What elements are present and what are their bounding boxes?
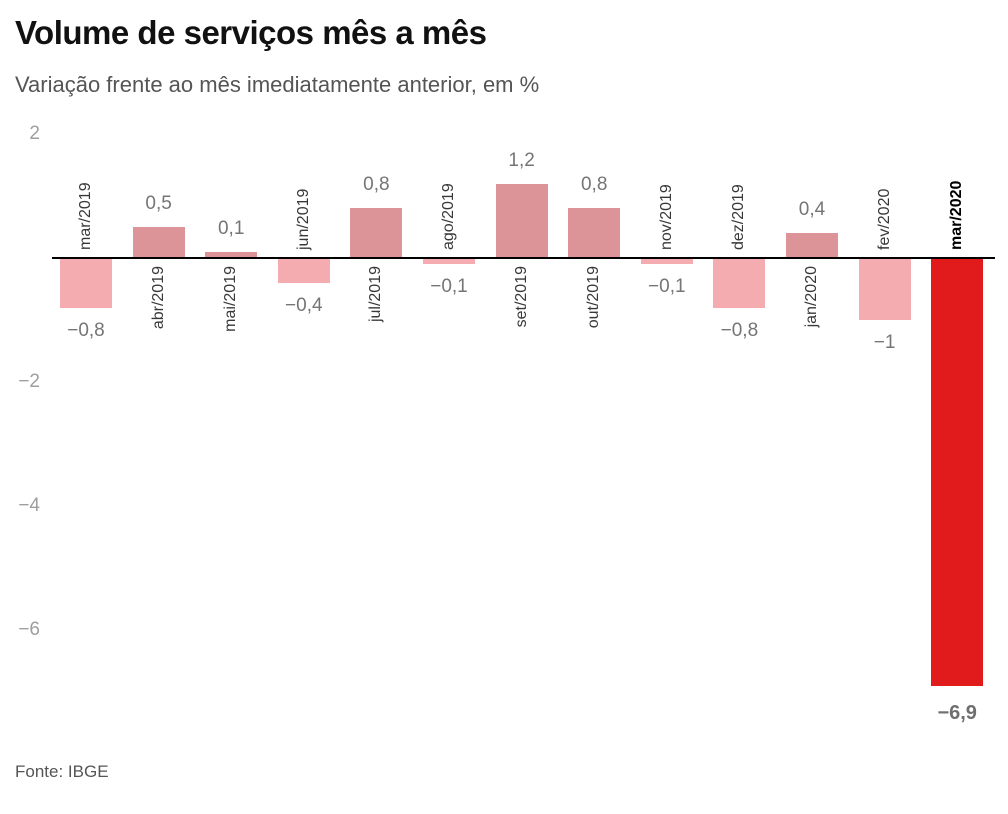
bar-value-label: 1,2 [508, 149, 535, 171]
bar-month-label: set/2019 [512, 266, 530, 328]
bar-month-label: mai/2019 [222, 266, 240, 332]
bar-value-label: 0,1 [217, 217, 245, 239]
page-subtitle: Variação frente ao mês imediatamente ant… [15, 72, 540, 97]
bar-month-label: mar/2019 [77, 182, 94, 250]
bar-jan-2020 [786, 233, 838, 258]
bar-jul-2019 [350, 208, 403, 258]
y-axis-tick-label: −4 [18, 495, 40, 516]
bar-month-label: jul/2019 [367, 266, 385, 323]
bar-dez-2019 [713, 258, 766, 308]
y-axis-tick-label: −2 [18, 371, 40, 392]
bar-month-label: dez/2019 [730, 184, 748, 250]
bar-mai-2019 [205, 251, 258, 258]
bar-set-2019 [495, 183, 548, 258]
bar-month-label: ago/2019 [440, 183, 457, 250]
bar-value-label: −1 [873, 332, 896, 353]
bar-ago-2019 [423, 258, 475, 265]
bar-month-label: jan/2020 [803, 266, 820, 328]
bar-value-label: −0,1 [430, 276, 468, 298]
bar-value-label: −0,8 [67, 319, 105, 341]
bar-value-label: −0,4 [285, 294, 323, 316]
bar-value-label: −0,1 [648, 276, 686, 298]
bar-nov-2019 [640, 258, 693, 265]
bar-jun-2019 [277, 258, 330, 283]
bar-value-label: 0,8 [363, 174, 390, 196]
bar-month-label: mar/2020 [948, 180, 966, 250]
bar-mar-2019 [60, 258, 112, 308]
page-title: Volume de serviços mês a mês [15, 14, 487, 51]
bar-out-2019 [568, 208, 621, 258]
x-axis-line [52, 257, 995, 259]
bar-value-label: 0,5 [145, 193, 172, 214]
bar-abr-2019 [132, 227, 185, 258]
bar-value-label: 0,8 [580, 174, 608, 196]
y-axis-tick-label: −6 [18, 619, 40, 640]
y-axis-tick-label: 2 [29, 123, 40, 144]
bar-month-label: out/2019 [585, 266, 603, 329]
bar-value-label: −6,9 [937, 701, 977, 724]
bar-month-label: abr/2019 [149, 266, 167, 330]
bar-value-label: 0,4 [798, 199, 826, 221]
bar-fev-2020 [858, 258, 911, 320]
bar-mar-2020 [931, 258, 984, 686]
bar-value-label: −0,8 [720, 319, 759, 341]
bar-month-label: fev/2020 [875, 188, 893, 250]
bar-month-label: nov/2019 [657, 184, 675, 250]
source-label: Fonte: IBGE [15, 762, 109, 781]
bar-month-label: jun/2019 [294, 188, 312, 250]
